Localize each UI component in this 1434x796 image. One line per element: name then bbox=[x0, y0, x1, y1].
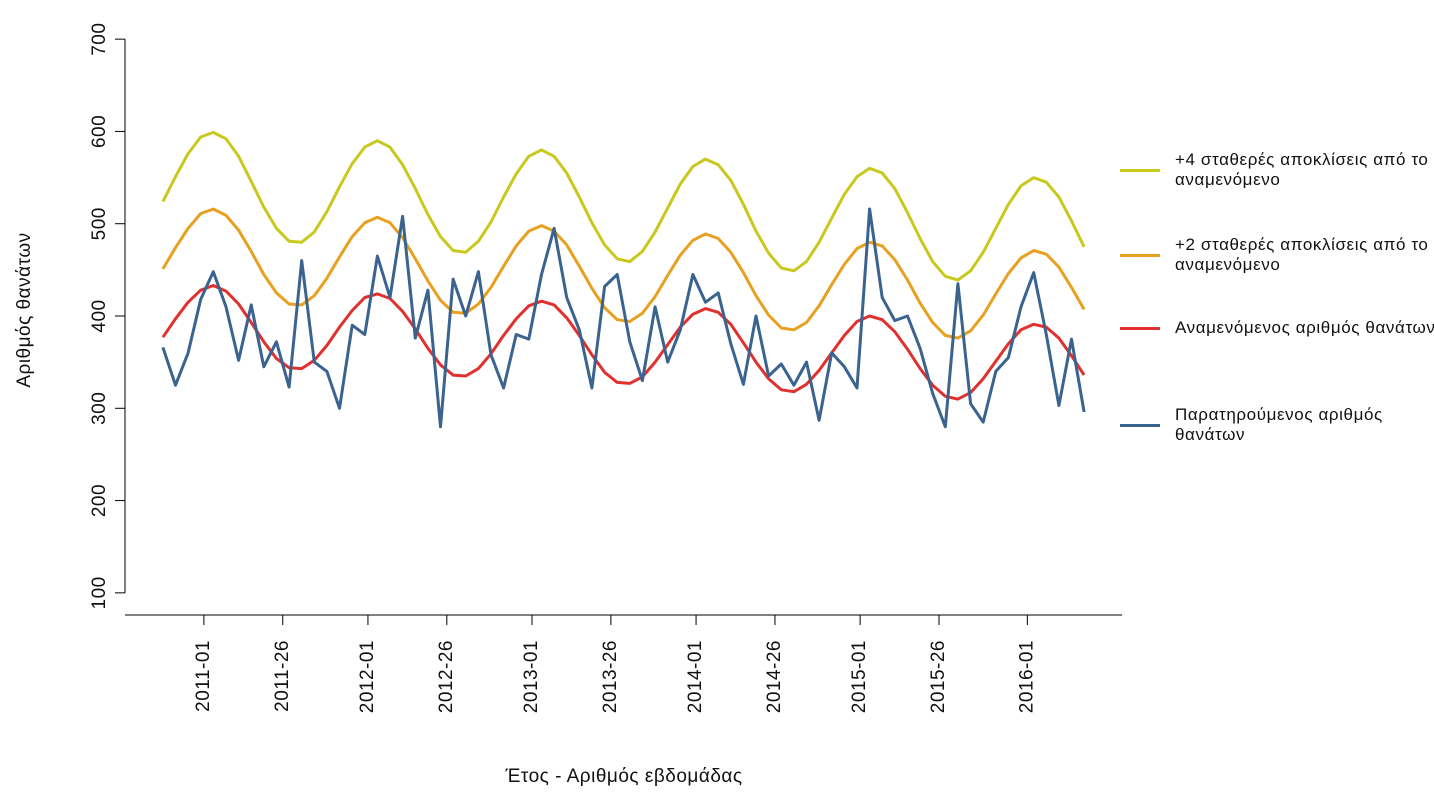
x-tick-label: 2014-26 bbox=[764, 640, 785, 713]
x-tick-label: 2013-26 bbox=[600, 640, 621, 713]
x-tick-label: 2013-01 bbox=[521, 640, 542, 713]
y-tick-label: 300 bbox=[89, 392, 110, 425]
y-tick-label: 200 bbox=[89, 484, 110, 517]
y-tick-label: 100 bbox=[89, 576, 110, 609]
legend-swatch bbox=[1120, 423, 1160, 427]
legend-swatch bbox=[1120, 168, 1160, 172]
y-tick-label: 700 bbox=[89, 23, 110, 56]
legend-item: Αναμενόμενος αριθμός θανάτων bbox=[1120, 318, 1434, 338]
x-tick-label: 2012-26 bbox=[436, 640, 457, 713]
series-line bbox=[161, 207, 1086, 340]
x-tick-label: 2015-01 bbox=[849, 640, 870, 713]
legend-swatch bbox=[1120, 326, 1160, 330]
x-axis-title: Έτος - Αριθμός εβδομάδας bbox=[504, 766, 742, 787]
legend-label: +4 σταθερές αποκλίσεις από το αναμενόμεν… bbox=[1175, 150, 1429, 189]
y-tick-label: 500 bbox=[89, 207, 110, 240]
legend-label: Παρατηρούμενος αριθμός θανάτων bbox=[1175, 405, 1383, 444]
legend-item: +2 σταθερές αποκλίσεις από το αναμενόμεν… bbox=[1120, 235, 1434, 275]
legend-item: +4 σταθερές αποκλίσεις από το αναμενόμεν… bbox=[1120, 150, 1434, 190]
legend-item: Παρατηρούμενος αριθμός θανάτων bbox=[1120, 405, 1434, 445]
y-tick-label: 600 bbox=[89, 115, 110, 148]
x-tick-label: 2012-01 bbox=[357, 640, 378, 713]
x-tick-label: 2014-01 bbox=[685, 640, 706, 713]
series-line bbox=[161, 130, 1086, 282]
x-tick-label: 2016-01 bbox=[1016, 640, 1037, 713]
x-tick-label: 2011-26 bbox=[272, 640, 293, 712]
legend-swatch bbox=[1120, 253, 1160, 257]
legend-label: +2 σταθερές αποκλίσεις από το αναμενόμεν… bbox=[1175, 235, 1429, 274]
y-axis-title: Αριθμός θανάτων bbox=[14, 232, 35, 387]
x-tick-label: 2011-01 bbox=[193, 640, 214, 712]
y-tick-label: 400 bbox=[89, 299, 110, 332]
x-tick-label: 2015-26 bbox=[928, 640, 949, 713]
legend-label: Αναμενόμενος αριθμός θανάτων bbox=[1175, 318, 1434, 337]
series-line bbox=[161, 207, 1086, 429]
